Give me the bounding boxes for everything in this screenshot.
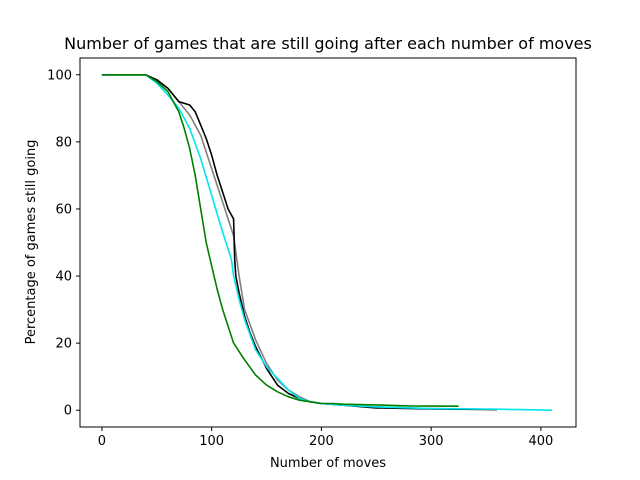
series-lines [101,74,552,411]
chart-title: Number of games that are still going aft… [64,34,592,53]
series-line-3 [101,74,552,411]
y-tick-label: 100 [47,68,72,83]
x-axis-label: Number of moves [270,456,386,471]
x-tick-label: 200 [309,434,334,449]
x-tick-label: 0 [98,434,106,449]
x-tick-label: 300 [419,434,444,449]
y-tick-label: 40 [55,270,72,285]
y-axis-label: Percentage of games still going [24,140,39,345]
x-tick-label: 100 [199,434,224,449]
y-tick-label: 80 [55,135,72,150]
y-tick-label: 20 [55,337,72,352]
series-line-2 [101,74,498,411]
y-tick-label: 0 [64,404,72,419]
series-line-1 [101,74,476,410]
y-tick-label: 60 [55,202,72,217]
series-line-4 [101,74,459,407]
plot-frame [79,57,577,428]
x-tick-label: 400 [528,434,553,449]
axis-ticks: 0 100 200 300 400 0 20 40 60 80 100 [47,68,553,449]
